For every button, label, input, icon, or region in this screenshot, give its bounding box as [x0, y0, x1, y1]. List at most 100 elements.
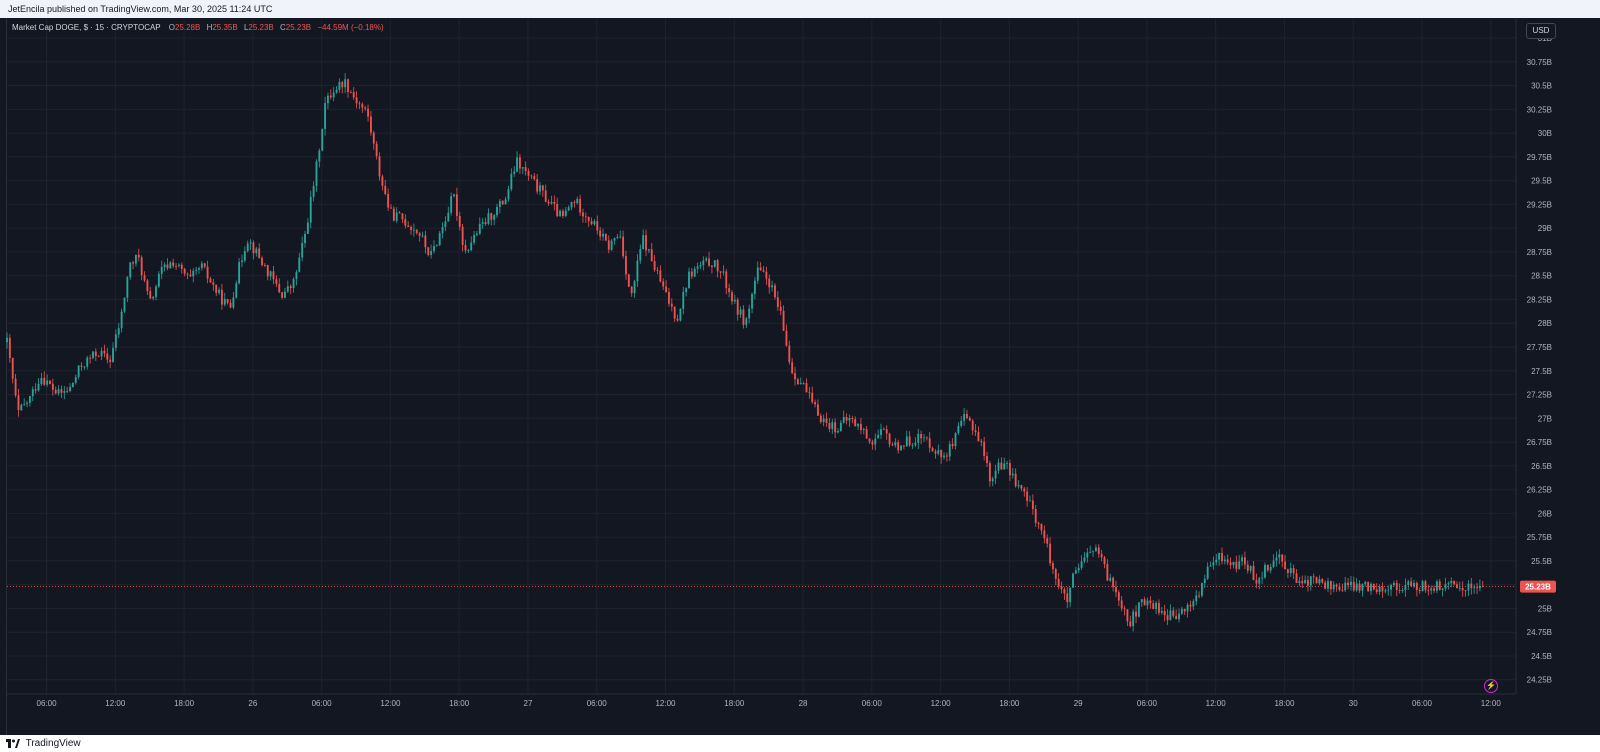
- candle-body: [1232, 561, 1235, 566]
- candle-body: [476, 233, 478, 235]
- candle-body: [905, 436, 908, 447]
- currency-button[interactable]: USD: [1526, 23, 1556, 39]
- y-tick-label: 28.25B: [1527, 295, 1552, 304]
- candle-body: [1203, 578, 1206, 584]
- candle-body: [252, 242, 255, 254]
- candle-body: [891, 444, 894, 446]
- candle-body: [1410, 581, 1413, 587]
- candle-body: [530, 175, 533, 177]
- candle-body: [496, 206, 498, 216]
- candle-body: [243, 251, 246, 261]
- x-tick-label: 06:00: [862, 699, 883, 708]
- candle-body: [510, 173, 513, 190]
- candle-body: [109, 359, 112, 362]
- candle-body: [149, 291, 152, 299]
- candle-body: [157, 273, 160, 287]
- candle-body: [814, 402, 817, 405]
- candle-body: [923, 437, 925, 439]
- candle-body: [710, 265, 713, 267]
- candle-body: [117, 328, 120, 335]
- candle-body: [192, 270, 195, 277]
- candle-body: [281, 292, 284, 298]
- candle-body: [215, 284, 218, 293]
- candle-body: [567, 207, 570, 211]
- candle-body: [966, 414, 968, 418]
- candle-body: [378, 156, 381, 177]
- candle-body: [1358, 583, 1361, 591]
- candle-body: [129, 262, 132, 278]
- candle-body: [212, 282, 215, 285]
- candle-body: [753, 280, 756, 294]
- candle-body: [1476, 587, 1478, 589]
- candle-body: [424, 235, 427, 248]
- candle-body: [1424, 581, 1427, 591]
- candle-body: [799, 383, 802, 385]
- candle-body: [877, 434, 880, 439]
- candle-body: [404, 219, 407, 226]
- candle-body: [1029, 500, 1031, 502]
- candle-body: [255, 248, 258, 254]
- y-tick-label: 25.5B: [1531, 557, 1552, 566]
- candle-body: [1418, 590, 1421, 592]
- candle-body: [1404, 584, 1407, 591]
- candle-body: [725, 271, 728, 289]
- candle-body: [94, 351, 97, 356]
- candle-body: [610, 240, 613, 250]
- candle-body: [1301, 580, 1304, 584]
- candle-body: [668, 291, 670, 304]
- candle-body: [897, 442, 900, 451]
- candle-body: [112, 347, 114, 362]
- candle-body: [880, 429, 882, 435]
- lightning-icon[interactable]: ⚡: [1484, 679, 1498, 693]
- candle-body: [676, 318, 679, 321]
- candle-body: [1103, 557, 1106, 565]
- candle-body: [1143, 599, 1146, 606]
- candle-body: [693, 268, 696, 277]
- candle-body: [865, 429, 868, 439]
- candle-body: [1169, 610, 1172, 621]
- candle-body: [1077, 567, 1080, 571]
- legend-open: O25.28B: [168, 23, 201, 32]
- candle-body: [1155, 602, 1158, 609]
- candle-body: [447, 212, 450, 222]
- candle-body: [1097, 547, 1100, 554]
- candle-body: [198, 268, 200, 270]
- candle-body: [1146, 600, 1149, 606]
- candle-body: [1195, 595, 1198, 602]
- candle-body: [1106, 564, 1109, 581]
- y-tick-label: 26.5B: [1531, 462, 1552, 471]
- candle-body: [1272, 560, 1275, 568]
- legend-low: L25.23B: [243, 23, 274, 32]
- candle-body: [971, 420, 974, 431]
- candle-body: [1209, 565, 1212, 567]
- candle-body: [1413, 583, 1415, 587]
- x-tick-label: 27: [524, 699, 533, 708]
- candle-body: [470, 242, 473, 251]
- candle-body: [493, 215, 496, 220]
- candle-body: [553, 201, 556, 204]
- candle-body: [1433, 588, 1435, 591]
- candle-body: [1338, 586, 1341, 590]
- y-tick-label: 25B: [1538, 604, 1552, 613]
- candle-body: [132, 262, 135, 264]
- candle-body: [1057, 578, 1060, 587]
- candle-body: [123, 297, 126, 312]
- candle-body: [607, 240, 610, 250]
- candle-body: [1421, 581, 1424, 592]
- candle-body: [1304, 579, 1307, 584]
- candle-body: [1264, 564, 1266, 578]
- candle-body: [114, 334, 117, 348]
- candle-body: [980, 440, 983, 442]
- candle-body: [708, 258, 710, 266]
- candle-body: [839, 422, 842, 432]
- candle-body: [1137, 602, 1140, 617]
- candle-body: [756, 267, 759, 281]
- candle-body: [986, 455, 988, 464]
- chart-grid: [7, 19, 1516, 694]
- candle-body: [584, 216, 587, 218]
- candle-body: [458, 215, 461, 227]
- candle-body: [748, 308, 751, 319]
- candle-body: [241, 260, 243, 263]
- candle-body: [1014, 473, 1017, 487]
